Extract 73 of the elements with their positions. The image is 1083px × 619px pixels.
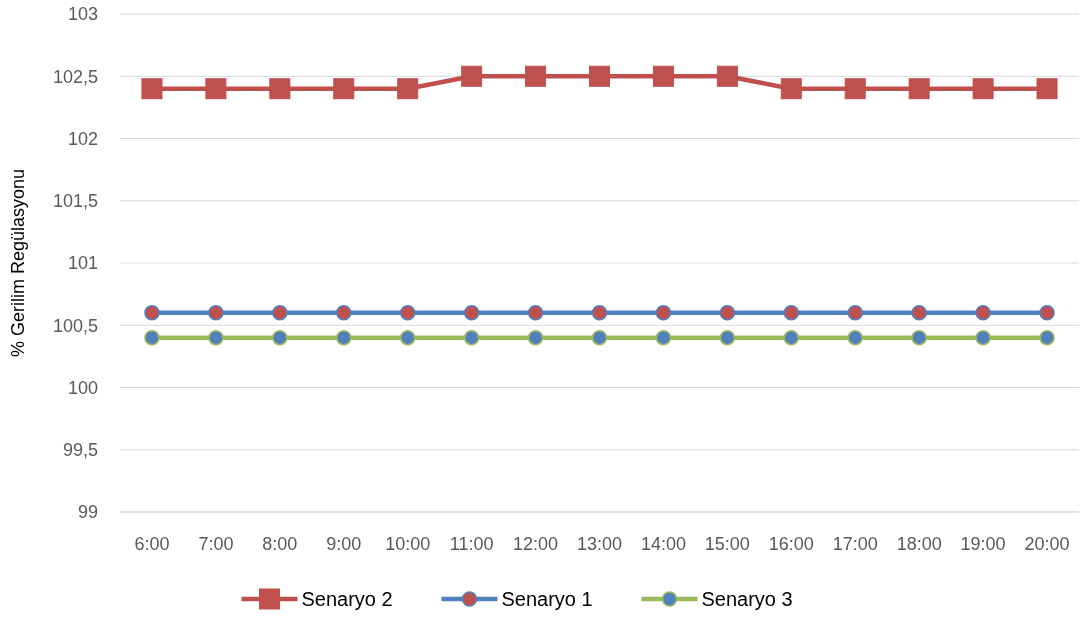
- point: [527, 305, 544, 321]
- x-tick-label: 9:00: [326, 534, 362, 554]
- legend-label: Senaryo 3: [701, 588, 793, 610]
- y-tick-label: 101: [67, 253, 98, 274]
- x-tick-label: 14:00: [640, 534, 686, 554]
- point: [975, 329, 991, 346]
- point: [461, 65, 483, 87]
- point: [144, 305, 160, 321]
- y-axis-title: % Gerilim Regülasyonu: [8, 168, 28, 358]
- point: [397, 78, 419, 100]
- point: [463, 305, 480, 321]
- point: [844, 78, 866, 100]
- y-tick-label: 101,5: [52, 191, 98, 212]
- point: [911, 329, 927, 346]
- x-tick-label: 13:00: [576, 534, 623, 554]
- point: [591, 305, 608, 321]
- point: [655, 329, 672, 346]
- y-tick-label: 100,5: [52, 315, 98, 336]
- x-tick-label: 7:00: [198, 534, 234, 554]
- y-tick-label: 100: [67, 377, 98, 398]
- point: [780, 78, 802, 100]
- point: [719, 305, 736, 321]
- legend-label: Senaryo 1: [501, 588, 593, 610]
- point: [655, 305, 672, 321]
- x-tick-label: 6:00: [134, 534, 170, 554]
- point: [336, 329, 352, 346]
- y-tick-label: 103: [67, 4, 98, 25]
- point: [783, 329, 800, 346]
- x-tick-label: 17:00: [832, 534, 878, 554]
- point: [589, 65, 610, 87]
- y-tick-label: 99: [77, 502, 98, 523]
- point: [783, 305, 800, 321]
- x-tick-label: 20:00: [1024, 534, 1070, 554]
- point: [399, 329, 416, 346]
- point: [911, 305, 927, 321]
- point: [972, 78, 994, 100]
- y-tick-label: 99,5: [62, 440, 98, 461]
- point: [208, 305, 224, 321]
- point: [141, 78, 163, 100]
- x-tick-label: 11:00: [449, 534, 494, 554]
- point: [333, 78, 355, 100]
- point: [719, 329, 736, 346]
- point: [847, 329, 863, 346]
- x-tick-label: 12:00: [513, 534, 559, 554]
- point: [205, 78, 227, 100]
- point: [144, 329, 160, 346]
- y-tick-label: 102,5: [52, 66, 98, 87]
- point: [208, 329, 224, 346]
- point: [591, 329, 608, 346]
- legend-label: Senaryo 2: [301, 588, 393, 610]
- point: [525, 65, 547, 87]
- point: [652, 65, 674, 87]
- point: [975, 305, 991, 321]
- x-tick-label: 8:00: [262, 534, 298, 554]
- x-tick-label: 15:00: [704, 534, 750, 554]
- point: [527, 329, 544, 346]
- point: [1036, 78, 1058, 100]
- point: [269, 78, 291, 100]
- point: [908, 78, 930, 100]
- point: [847, 305, 863, 321]
- y-tick-label: 102: [67, 128, 98, 149]
- point: [272, 329, 288, 346]
- x-tick-label: 10:00: [385, 534, 431, 554]
- x-tick-label: 19:00: [960, 534, 1006, 554]
- point: [399, 305, 416, 321]
- x-tick-label: 18:00: [896, 534, 942, 554]
- point: [272, 305, 288, 321]
- x-tick-label: 16:00: [768, 534, 814, 554]
- point: [716, 65, 738, 87]
- point: [1039, 305, 1055, 321]
- point: [463, 329, 480, 346]
- point: [336, 305, 352, 321]
- point: [1039, 329, 1055, 346]
